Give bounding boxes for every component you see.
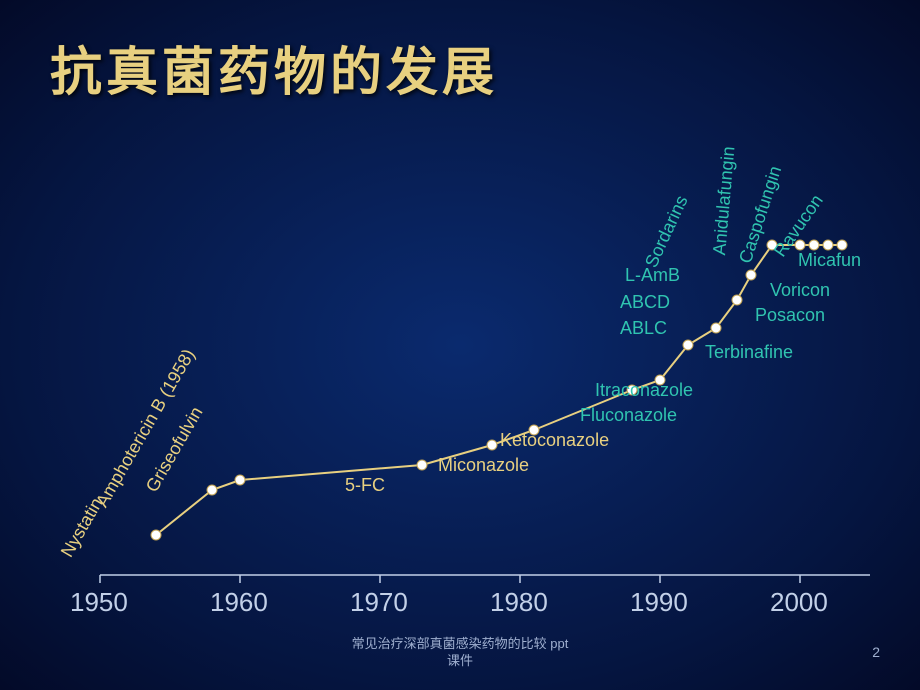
drug-label: Itraconazole	[595, 380, 693, 401]
drug-label: 5-FC	[345, 475, 385, 496]
drug-label: Ketoconazole	[500, 430, 609, 451]
axis-tick-label: 1990	[630, 587, 688, 618]
drug-label: Fluconazole	[580, 405, 677, 426]
axis-tick-label: 2000	[770, 587, 828, 618]
drug-label: Micafun	[798, 250, 861, 271]
page-number: 2	[872, 644, 880, 660]
footer-text: 常见治疗深部真菌感染药物的比较 ppt 课件	[0, 636, 920, 670]
footer-line2: 课件	[447, 653, 473, 668]
axis-tick-label: 1960	[210, 587, 268, 618]
axis-tick-label: 1950	[70, 587, 128, 618]
drug-label: L-AmB	[625, 265, 680, 286]
footer-line1: 常见治疗深部真菌感染药物的比较 ppt	[352, 636, 569, 651]
axis-tick-label: 1970	[350, 587, 408, 618]
drug-label: ABLC	[620, 318, 667, 339]
axis-tick-label: 1980	[490, 587, 548, 618]
drug-label: Voricon	[770, 280, 830, 301]
drug-label: Posacon	[755, 305, 825, 326]
drug-label: Terbinafine	[705, 342, 793, 363]
drug-label: ABCD	[620, 292, 670, 313]
drug-label: Miconazole	[438, 455, 529, 476]
